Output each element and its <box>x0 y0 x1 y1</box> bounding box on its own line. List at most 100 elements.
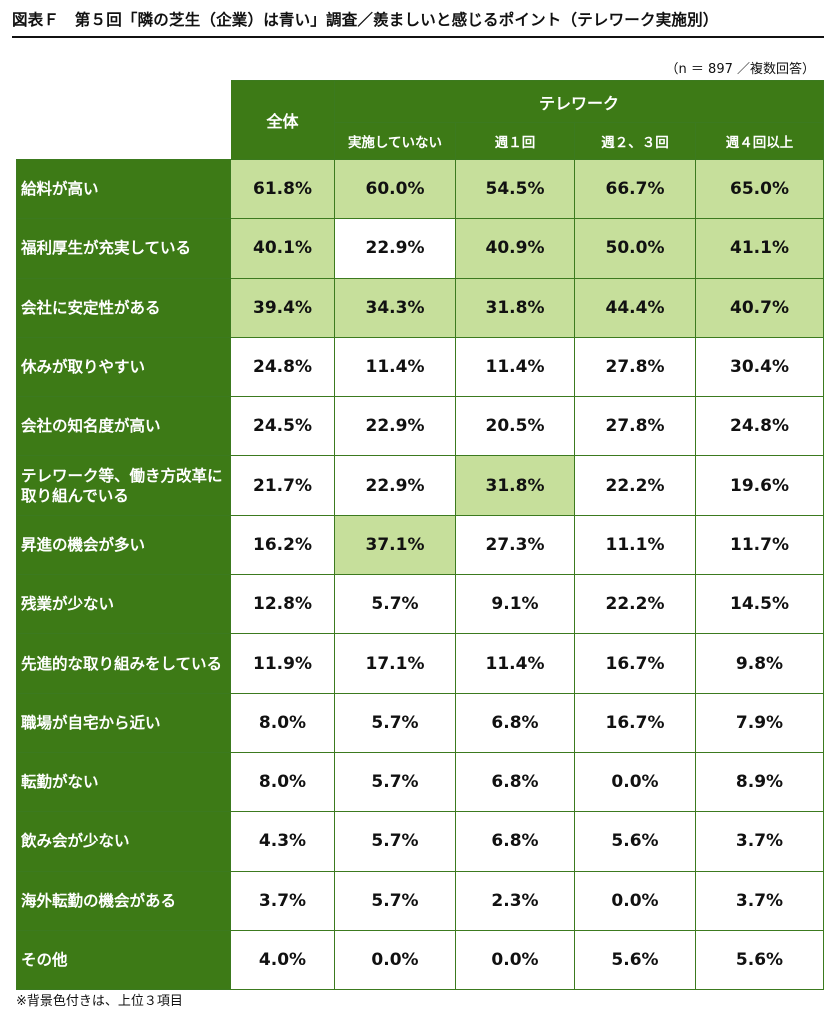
sample-note: （n ＝ 897 ／複数回答） <box>665 62 815 77</box>
value-cell: 50.0% <box>574 218 696 279</box>
group-header-telework: テレワーク <box>334 80 824 123</box>
col-header-total: 全体 <box>230 80 335 160</box>
value-cell: 5.6% <box>574 929 696 991</box>
row-label: 会社の知名度が高い <box>16 396 231 457</box>
row-label: 福利厚生が充実している <box>16 218 231 279</box>
value-cell: 61.8% <box>230 158 335 220</box>
table-row: 海外転勤の機会がある 3.7% 5.7% 2.3% 0.0% 3.7% <box>16 870 824 931</box>
value-cell: 0.0% <box>455 929 575 991</box>
value-cell: 40.7% <box>695 277 824 338</box>
value-cell: 44.4% <box>574 277 696 338</box>
value-cell: 5.7% <box>334 751 456 813</box>
row-label: 先進的な取り組みをしている <box>16 633 231 694</box>
row-label: 飲み会が少ない <box>16 811 231 872</box>
value-cell: 11.9% <box>230 633 335 694</box>
value-cell: 37.1% <box>334 514 456 576</box>
value-cell: 27.8% <box>574 336 696 398</box>
table-row: 職場が自宅から近い 8.0% 5.7% 6.8% 16.7% 7.9% <box>16 692 824 753</box>
table-row: 給料が高い 61.8% 60.0% 54.5% 66.7% 65.0% <box>16 158 824 220</box>
row-label: 会社に安定性がある <box>16 277 231 338</box>
col-header-weekly-2-3: 週２、３回 <box>574 122 696 160</box>
table-row: テレワーク等、働き方改革に取り組んでいる 21.7% 22.9% 31.8% 22.2%… <box>16 455 824 516</box>
value-cell: 5.6% <box>574 811 696 872</box>
value-cell: 16.7% <box>574 692 696 753</box>
value-cell: 19.6% <box>695 455 824 516</box>
col-header-none: 実施していない <box>334 122 456 160</box>
value-cell: 22.2% <box>574 574 696 635</box>
table-row: 昇進の機会が多い 16.2% 37.1% 27.3% 11.1% 11.7% <box>16 514 824 576</box>
table-row: 会社の知名度が高い 24.5% 22.9% 20.5% 27.8% 24.8% <box>16 396 824 457</box>
value-cell: 8.0% <box>230 751 335 813</box>
value-cell: 5.7% <box>334 811 456 872</box>
value-cell: 5.6% <box>695 929 824 991</box>
value-cell: 7.9% <box>695 692 824 753</box>
value-cell: 5.7% <box>334 870 456 931</box>
value-cell: 16.2% <box>230 514 335 576</box>
value-cell: 41.1% <box>695 218 824 279</box>
row-label: その他 <box>16 929 231 991</box>
value-cell: 6.8% <box>455 811 575 872</box>
value-cell: 20.5% <box>455 396 575 457</box>
row-label: 昇進の機会が多い <box>16 514 231 576</box>
value-cell: 34.3% <box>334 277 456 338</box>
page-title: 図表Ｆ 第５回「隣の芝生（企業）は青い」調査／羨ましいと感じるポイント（テレワー… <box>12 8 824 38</box>
value-cell: 21.7% <box>230 455 335 516</box>
table-row: 残業が少ない 12.8% 5.7% 9.1% 22.2% 14.5% <box>16 574 824 635</box>
table-row: 先進的な取り組みをしている 11.9% 17.1% 11.4% 16.7% 9.8% <box>16 633 824 694</box>
value-cell: 54.5% <box>455 158 575 220</box>
value-cell: 22.9% <box>334 396 456 457</box>
value-cell: 40.9% <box>455 218 575 279</box>
table-row: 福利厚生が充実している 40.1% 22.9% 40.9% 50.0% 41.1% <box>16 218 824 279</box>
value-cell: 27.3% <box>455 514 575 576</box>
table-row: 休みが取りやすい 24.8% 11.4% 11.4% 27.8% 30.4% <box>16 336 824 398</box>
value-cell: 16.7% <box>574 633 696 694</box>
row-label: 海外転勤の機会がある <box>16 870 231 931</box>
corner-cell <box>16 80 231 160</box>
row-label: 残業が少ない <box>16 574 231 635</box>
value-cell: 22.9% <box>334 218 456 279</box>
value-cell: 8.9% <box>695 751 824 813</box>
table-row: 飲み会が少ない 4.3% 5.7% 6.8% 5.6% 3.7% <box>16 811 824 872</box>
value-cell: 4.3% <box>230 811 335 872</box>
value-cell: 4.0% <box>230 929 335 991</box>
value-cell: 14.5% <box>695 574 824 635</box>
table-row: 会社に安定性がある 39.4% 34.3% 31.8% 44.4% 40.7% <box>16 277 824 338</box>
value-cell: 40.1% <box>230 218 335 279</box>
data-table: 全体 テレワーク 実施していない 週１回 週２、３回 週４回以上 給料が高い 61… <box>16 80 824 991</box>
col-header-weekly-1: 週１回 <box>455 122 575 160</box>
value-cell: 5.7% <box>334 574 456 635</box>
value-cell: 2.3% <box>455 870 575 931</box>
row-label: 休みが取りやすい <box>16 336 231 398</box>
value-cell: 11.4% <box>455 336 575 398</box>
value-cell: 31.8% <box>455 277 575 338</box>
value-cell: 8.0% <box>230 692 335 753</box>
value-cell: 24.8% <box>230 336 335 398</box>
row-label: テレワーク等、働き方改革に取り組んでいる <box>16 455 231 516</box>
value-cell: 22.9% <box>334 455 456 516</box>
value-cell: 11.4% <box>334 336 456 398</box>
table-body: 給料が高い 61.8% 60.0% 54.5% 66.7% 65.0% 福利厚生が充実してい… <box>16 158 824 991</box>
value-cell: 9.1% <box>455 574 575 635</box>
value-cell: 11.4% <box>455 633 575 694</box>
value-cell: 5.7% <box>334 692 456 753</box>
value-cell: 9.8% <box>695 633 824 694</box>
value-cell: 22.2% <box>574 455 696 516</box>
value-cell: 0.0% <box>334 929 456 991</box>
value-cell: 3.7% <box>695 811 824 872</box>
value-cell: 3.7% <box>695 870 824 931</box>
value-cell: 60.0% <box>334 158 456 220</box>
value-cell: 6.8% <box>455 692 575 753</box>
value-cell: 0.0% <box>574 870 696 931</box>
value-cell: 0.0% <box>574 751 696 813</box>
row-label: 職場が自宅から近い <box>16 692 231 753</box>
value-cell: 27.8% <box>574 396 696 457</box>
value-cell: 65.0% <box>695 158 824 220</box>
value-cell: 24.5% <box>230 396 335 457</box>
value-cell: 11.7% <box>695 514 824 576</box>
value-cell: 30.4% <box>695 336 824 398</box>
value-cell: 39.4% <box>230 277 335 338</box>
value-cell: 31.8% <box>455 455 575 516</box>
value-cell: 12.8% <box>230 574 335 635</box>
table-row: その他 4.0% 0.0% 0.0% 5.6% 5.6% <box>16 929 824 991</box>
row-label: 給料が高い <box>16 158 231 220</box>
